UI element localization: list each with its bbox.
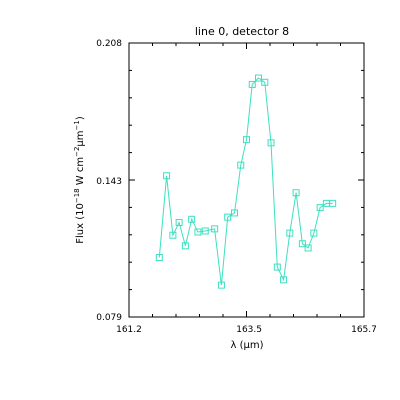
y-tick-label: 0.143	[96, 177, 122, 187]
x-axis-label: λ (μm)	[230, 340, 263, 351]
data-point-marker	[175, 218, 183, 226]
x-tick-labels: 161.2 163.5 165.7	[116, 325, 377, 335]
data-point-marker	[224, 213, 232, 221]
data-point-marker	[310, 229, 318, 237]
data-point-marker	[188, 215, 196, 223]
x-tick-label: 161.2	[116, 325, 142, 335]
x-tick-label: 163.5	[236, 325, 262, 335]
data-point-marker	[211, 225, 219, 233]
y-label-part-3: μm	[75, 130, 86, 146]
data-point-marker	[329, 199, 337, 207]
x-tick-label: 165.7	[351, 325, 377, 335]
y-label-exp-1: −18	[73, 188, 81, 203]
y-label-exp-2: −2	[73, 147, 81, 157]
data-point-marker	[194, 228, 202, 236]
series-line	[158, 77, 333, 286]
data-point-marker	[298, 240, 306, 248]
y-label-exp-3: −1	[73, 120, 81, 130]
y-tick-label: 0.208	[96, 39, 122, 49]
data-point-marker	[201, 227, 209, 235]
y-label-part-4: )	[75, 116, 86, 120]
data-point-marker	[286, 229, 294, 237]
y-label-part-1: Flux (10	[75, 203, 86, 244]
data-point-marker	[316, 204, 324, 212]
data-point-marker	[280, 276, 288, 284]
chart-title: line 0, detector 8	[195, 25, 289, 38]
data-point-marker	[261, 78, 269, 86]
data-point-marker	[169, 231, 177, 239]
y-label-part-2: W cm	[75, 157, 86, 188]
data-point-marker	[230, 209, 238, 217]
data-point-marker	[292, 189, 300, 197]
data-point-marker	[255, 74, 263, 82]
data-point-marker	[243, 136, 250, 144]
data-point-marker	[267, 139, 275, 147]
data-point-marker	[155, 254, 163, 262]
plot-frame	[128, 42, 365, 318]
data-point-marker	[217, 281, 225, 289]
data-point-marker	[273, 263, 281, 271]
data-point-marker	[248, 80, 256, 88]
y-tick-labels: 0.079 0.143 0.208	[96, 39, 122, 323]
y-tick-label: 0.079	[96, 313, 122, 323]
data-point-marker	[163, 172, 171, 180]
data-point-marker	[181, 242, 189, 250]
series-layer	[155, 74, 337, 289]
data-point-marker	[237, 161, 245, 169]
data-point-marker	[304, 244, 312, 252]
axis-ticks	[128, 42, 365, 318]
y-axis-label: Flux (10−18 W cm−2μm−1)	[73, 116, 86, 244]
